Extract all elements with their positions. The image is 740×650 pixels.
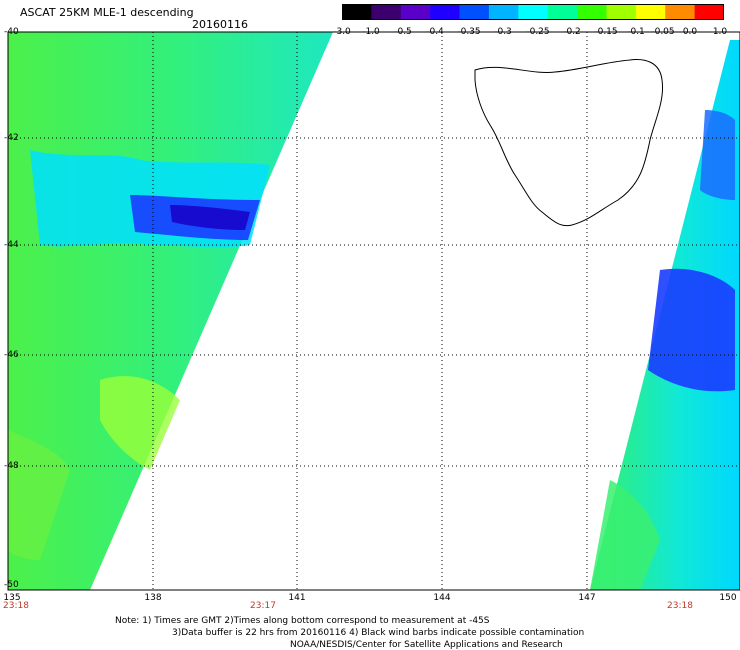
lat-label: -48 bbox=[4, 461, 19, 471]
note-line-1: Note: 1) Times are GMT 2)Times along bot… bbox=[115, 616, 490, 626]
colorbar-segment bbox=[665, 4, 696, 20]
lon-label: 150 bbox=[719, 593, 737, 603]
lat-label: -46 bbox=[4, 350, 19, 360]
colorbar-segment bbox=[371, 4, 402, 20]
swath-west bbox=[8, 32, 333, 590]
lat-label: -42 bbox=[4, 133, 19, 143]
colorbar bbox=[342, 4, 724, 20]
colorbar-segment bbox=[459, 4, 490, 20]
time-label: 23:18 bbox=[3, 601, 29, 611]
lat-label: -40 bbox=[4, 27, 19, 37]
map-frame bbox=[7, 31, 740, 591]
lat-label: -44 bbox=[4, 240, 19, 250]
lon-label: 138 bbox=[144, 593, 162, 603]
map-date: 20160116 bbox=[192, 18, 248, 31]
colorbar-border bbox=[342, 4, 724, 20]
note-line-3: NOAA/NESDIS/Center for Satellite Applica… bbox=[290, 640, 563, 650]
colorbar-segment bbox=[694, 4, 724, 20]
colorbar-segment bbox=[547, 4, 578, 20]
lon-label: 144 bbox=[433, 593, 451, 603]
lon-label: 141 bbox=[288, 593, 306, 603]
colorbar-segment bbox=[606, 4, 637, 20]
colorbar-segments bbox=[342, 4, 724, 20]
swath-east bbox=[590, 40, 740, 590]
colorbar-segment bbox=[577, 4, 607, 20]
time-label: 23:18 bbox=[667, 601, 693, 611]
map-title: ASCAT 25KM MLE-1 descending bbox=[20, 6, 194, 19]
lon-label: 147 bbox=[578, 593, 596, 603]
colorbar-segment bbox=[518, 4, 549, 20]
colorbar-segment bbox=[342, 4, 372, 20]
tasmania-outline bbox=[474, 59, 664, 227]
gridlines bbox=[8, 32, 740, 590]
note-line-2: 3)Data buffer is 22 hrs from 20160116 4)… bbox=[172, 628, 585, 638]
colorbar-segment bbox=[488, 4, 519, 20]
time-label: 23:17 bbox=[250, 601, 276, 611]
lat-label: -50 bbox=[4, 580, 19, 590]
colorbar-segment bbox=[400, 4, 431, 20]
lon-label: 135 bbox=[3, 593, 21, 603]
colorbar-segment bbox=[635, 4, 666, 20]
colorbar-segment bbox=[430, 4, 461, 20]
